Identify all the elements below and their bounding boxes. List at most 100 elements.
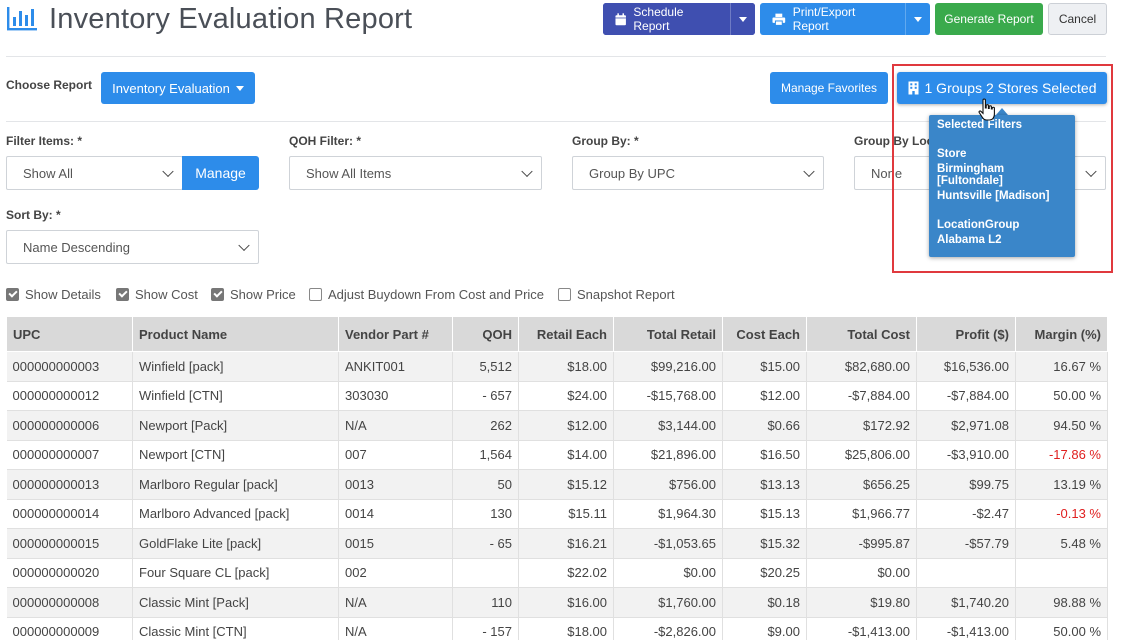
schedule-report-label: Schedule Report (633, 5, 684, 33)
print-export-button[interactable]: Print/Export Report (760, 3, 905, 35)
adjust-buydown-checkbox[interactable]: Adjust Buydown From Cost and Price (309, 287, 544, 302)
schedule-report-button[interactable]: Schedule Report (603, 3, 731, 35)
table-cell: $1,964.30 (613, 499, 723, 529)
table-row: 000000000013 Marlboro Regular [pack] 0013 5… (6, 469, 1108, 500)
popup-store-item: Huntsville [Madison] (937, 190, 1050, 202)
table-row: 000000000014 Marlboro Advanced [pack] 0014… (6, 499, 1108, 529)
qoh-filter-label: QOH Filter: * (289, 134, 362, 148)
column-header[interactable]: Cost Each (722, 316, 807, 352)
hand-cursor-icon (978, 98, 995, 121)
qoh-filter-value: Show All Items (306, 165, 392, 181)
filter-items-value: Show All (23, 165, 73, 181)
manage-filter-button[interactable]: Manage (182, 156, 259, 190)
print-dropdown-toggle[interactable] (904, 3, 930, 35)
group-by-select[interactable]: Group By UPC (572, 156, 824, 190)
table-cell: 000000000008 (6, 587, 133, 618)
table-cell: Newport [CTN] (132, 440, 339, 470)
print-export-split-button[interactable]: Print/Export Report (760, 3, 930, 35)
table-cell: -17.86 % (1015, 440, 1108, 470)
chevron-down-icon (162, 165, 174, 178)
table-cell: 5.48 % (1015, 528, 1108, 559)
table-cell: 000000000015 (6, 528, 133, 559)
table-cell: 98.88 % (1015, 587, 1108, 618)
table-cell: 000000000007 (6, 440, 133, 470)
groups-stores-label: 1 Groups 2 Stores Selected (924, 80, 1097, 96)
column-header[interactable]: Retail Each (518, 316, 614, 352)
column-header[interactable]: Vendor Part # (338, 316, 453, 352)
table-cell: $0.18 (722, 587, 807, 618)
popup-arrow (996, 108, 1008, 115)
chevron-down-icon (803, 165, 815, 178)
table-cell: $756.00 (613, 469, 723, 500)
table-cell: $0.00 (613, 558, 723, 588)
table-cell: -$2.47 (916, 499, 1016, 529)
table-cell: $12.00 (722, 381, 807, 411)
filter-items-select[interactable]: Show All (6, 156, 183, 190)
schedule-report-split-button[interactable]: Schedule Report (603, 3, 755, 35)
column-header[interactable]: QOH (452, 316, 519, 352)
table-cell: 000000000003 (6, 351, 133, 382)
column-header[interactable]: Profit ($) (916, 316, 1016, 352)
show-details-checkbox[interactable]: Show Details (6, 287, 101, 302)
qoh-filter-select[interactable]: Show All Items (289, 156, 542, 190)
table-cell: -$1,053.65 (613, 528, 723, 559)
table-cell (452, 558, 519, 588)
manage-favorites-button[interactable]: Manage Favorites (770, 72, 888, 104)
column-header[interactable]: UPC (6, 316, 133, 352)
choose-report-dropdown[interactable]: Inventory Evaluation (101, 72, 255, 104)
table-cell: - 657 (452, 381, 519, 411)
table-cell: $24.00 (518, 381, 614, 411)
generate-report-button[interactable]: Generate Report (935, 3, 1043, 35)
table-cell: $18.00 (518, 351, 614, 382)
column-header[interactable]: Total Cost (806, 316, 917, 352)
page-title: Inventory Evaluation Report (49, 3, 413, 35)
table-cell: 000000000013 (6, 469, 133, 500)
table-cell: $16,536.00 (916, 351, 1016, 382)
table-cell: 50.00 % (1015, 617, 1108, 640)
table-cell: $15.13 (722, 499, 807, 529)
table-cell: $656.25 (806, 469, 917, 500)
table-cell: $1,966.77 (806, 499, 917, 529)
table-cell: N/A (338, 617, 453, 640)
table-row: 000000000015 GoldFlake Lite [pack] 0015- 6… (6, 528, 1108, 559)
schedule-dropdown-toggle[interactable] (730, 3, 755, 35)
show-cost-checkbox[interactable]: Show Cost (116, 287, 198, 302)
show-cost-label: Show Cost (135, 287, 198, 302)
table-cell: 0014 (338, 499, 453, 529)
table-row: 000000000008 Classic Mint [Pack] N/A 110 $16… (6, 587, 1108, 618)
caret-down-icon (739, 16, 748, 22)
column-header[interactable]: Total Retail (613, 316, 723, 352)
choose-report-label: Choose Report (6, 78, 93, 92)
table-cell: $2,971.08 (916, 410, 1016, 441)
checkbox-box[interactable] (116, 288, 129, 301)
table-cell: 5,512 (452, 351, 519, 382)
table-cell: $15.00 (722, 351, 807, 382)
checkbox-box[interactable] (211, 288, 224, 301)
table-cell: $0.66 (722, 410, 807, 441)
groups-stores-selector-button[interactable]: 1 Groups 2 Stores Selected (897, 72, 1107, 104)
table-cell: 110 (452, 587, 519, 618)
table-cell: Newport [Pack] (132, 410, 339, 441)
checkbox-box[interactable] (309, 288, 322, 301)
table-cell: -$7,884.00 (916, 381, 1016, 411)
cancel-button[interactable]: Cancel (1048, 3, 1107, 35)
snapshot-report-checkbox[interactable]: Snapshot Report (558, 287, 675, 302)
table-cell: 1,564 (452, 440, 519, 470)
divider (6, 121, 1106, 122)
table-cell: -$995.87 (806, 528, 917, 559)
table-cell: $3,144.00 (613, 410, 723, 441)
table-cell: 000000000009 (6, 617, 133, 640)
table-cell: -$1,413.00 (916, 617, 1016, 640)
column-header[interactable]: Margin (%) (1015, 316, 1108, 352)
table-cell: 13.19 % (1015, 469, 1108, 500)
table-cell: Classic Mint [Pack] (132, 587, 339, 618)
snapshot-report-label: Snapshot Report (577, 287, 675, 302)
checkbox-box[interactable] (6, 288, 19, 301)
table-cell: 000000000012 (6, 381, 133, 411)
column-header[interactable]: Product Name (132, 316, 339, 352)
show-price-checkbox[interactable]: Show Price (211, 287, 296, 302)
checkbox-box[interactable] (558, 288, 571, 301)
sort-by-select[interactable]: Name Descending (6, 230, 259, 264)
adjust-buydown-label: Adjust Buydown From Cost and Price (328, 287, 545, 302)
table-cell: -0.13 % (1015, 499, 1108, 529)
